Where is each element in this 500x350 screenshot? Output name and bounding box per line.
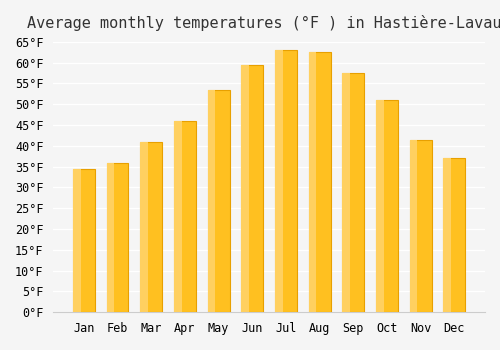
Bar [140, 142, 148, 312]
Bar [308, 52, 316, 312]
Bar [376, 100, 398, 312]
Bar [208, 90, 230, 312]
Bar [208, 90, 216, 312]
Bar [242, 65, 249, 312]
Bar [342, 73, 350, 312]
Title: Average monthly temperatures (°F ) in Hastière-Lavaux: Average monthly temperatures (°F ) in Ha… [28, 15, 500, 31]
Bar [174, 121, 182, 312]
Bar [106, 162, 114, 312]
Bar [242, 65, 263, 312]
Bar [275, 50, 297, 312]
Bar [275, 50, 282, 312]
Bar [106, 162, 128, 312]
Bar [73, 169, 80, 312]
Bar [410, 140, 418, 312]
Bar [410, 140, 432, 312]
Bar [444, 158, 451, 312]
Bar [342, 73, 364, 312]
Bar [73, 169, 94, 312]
Bar [376, 100, 384, 312]
Bar [174, 121, 196, 312]
Bar [444, 158, 466, 312]
Bar [140, 142, 162, 312]
Bar [308, 52, 330, 312]
